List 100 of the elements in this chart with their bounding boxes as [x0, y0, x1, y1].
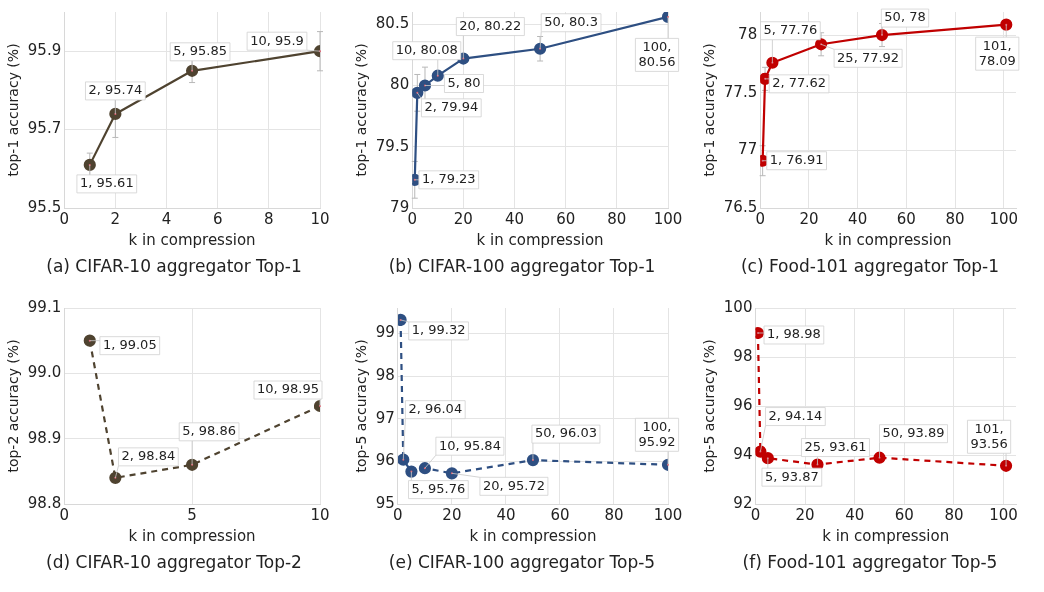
data-label: 2, 79.94 [424, 99, 479, 115]
data-label: 1, 99.05 [102, 337, 157, 353]
x-tick-label: 60 [550, 505, 570, 524]
data-label: 10, 95.84 [438, 437, 501, 453]
data-label: 10, 98.95 [256, 381, 320, 397]
y-tick-label: 80 [390, 75, 410, 94]
x-tick-label: 8 [264, 209, 274, 228]
x-tick-label: 40 [496, 505, 516, 524]
text: (b) CIFAR-100 aggregator Top-1 [387, 256, 657, 276]
data-label: 5, 93.87 [764, 468, 819, 484]
data-label: 5, 95.76 [411, 480, 466, 496]
data-label: 1, 95.61 [79, 175, 134, 191]
data-label: 25, 93.61 [804, 438, 867, 454]
data-label: 50, 78 [884, 9, 926, 25]
x-tick-label: 6 [212, 209, 223, 228]
y-axis-title: top-1 accuracy (%) [701, 43, 718, 177]
y-tick-label: 96 [375, 451, 395, 470]
x-tick-label: 20 [795, 505, 815, 524]
text: (e) CIFAR-100 aggregator Top-5 [387, 552, 657, 572]
x-tick-label: 40 [504, 209, 525, 228]
y-tick-label: 77.5 [723, 82, 758, 101]
data-label: 5, 98.86 [182, 423, 236, 439]
data-label: 20, 95.72 [482, 477, 545, 493]
y-tick-label: 94 [733, 444, 753, 463]
x-tick-label: 100 [653, 505, 683, 524]
y-tick-label: 97 [375, 408, 395, 427]
x-tick-label: 0 [407, 209, 417, 228]
text: (d) CIFAR-10 aggregator Top-2 [45, 552, 303, 572]
data-label: 101, 93.56 [970, 420, 1008, 451]
data-label: 5, 80 [447, 74, 481, 90]
y-tick-label: 96 [733, 395, 753, 414]
text: (c) Food-101 aggregator Top-1 [739, 256, 1001, 276]
x-tick-label: 20 [453, 209, 473, 228]
y-tick-label: 100 [723, 297, 753, 316]
x-axis-title: k in compression [469, 526, 597, 545]
x-tick-label: 80 [944, 505, 964, 524]
y-axis-title: top-5 accuracy (%) [701, 339, 718, 473]
x-axis-title: k in compression [128, 230, 256, 249]
x-axis-title: k in compression [476, 230, 604, 249]
data-label: 1, 99.32 [411, 322, 466, 338]
data-label: 10, 95.9 [250, 32, 304, 48]
y-tick-label: 79.5 [375, 136, 410, 155]
y-tick-label: 99 [375, 323, 395, 342]
x-tick-label: 80 [607, 209, 627, 228]
data-label: 50, 80.3 [544, 14, 598, 30]
x-tick-label: 4 [161, 209, 172, 228]
y-tick-label: 77 [738, 140, 758, 159]
x-tick-label: 60 [896, 209, 916, 228]
data-label: 2, 77.62 [772, 75, 826, 91]
data-label: 100, 95.92 [638, 418, 676, 449]
data-label: 1, 76.91 [769, 152, 824, 168]
x-tick-label: 100 [653, 209, 683, 228]
y-axis-title: top-2 accuracy (%) [5, 339, 22, 473]
data-label: 50, 93.89 [882, 425, 945, 441]
data-label: 100, 80.56 [638, 38, 676, 69]
x-tick-label: 80 [604, 505, 624, 524]
x-tick-label: 0 [393, 505, 403, 524]
y-tick-label: 98 [375, 366, 395, 385]
x-tick-label: 60 [894, 505, 914, 524]
x-axis-title: k in compression [824, 230, 952, 249]
x-tick-label: 5 [187, 505, 197, 524]
x-tick-label: 60 [556, 209, 576, 228]
x-tick-label: 100 [989, 505, 1018, 524]
y-tick-label: 95.9 [27, 41, 62, 60]
data-label: 10, 80.08 [395, 42, 458, 58]
data-label: 50, 96.03 [534, 425, 597, 441]
data-label: 20, 80.22 [459, 17, 522, 33]
x-axis-title: k in compression [128, 526, 256, 545]
data-label: 1, 79.23 [421, 171, 476, 187]
data-label: 1, 98.98 [767, 326, 821, 342]
x-tick-label: 2 [110, 209, 121, 228]
x-axis-title: k in compression [822, 526, 950, 545]
data-label: 5, 95.85 [173, 43, 227, 59]
data-label: 25, 77.92 [837, 49, 900, 65]
data-label: 2, 96.04 [408, 401, 463, 417]
y-tick-label: 98 [733, 346, 753, 365]
x-tick-label: 10 [310, 209, 330, 228]
y-axis-title: top-1 accuracy (%) [353, 43, 370, 177]
x-tick-label: 100 [989, 209, 1019, 228]
x-tick-label: 20 [799, 209, 819, 228]
y-axis-title: top-5 accuracy (%) [353, 339, 370, 473]
data-label: 2, 95.74 [88, 82, 143, 98]
data-label: 101, 78.09 [978, 37, 1016, 68]
y-tick-label: 80.5 [375, 14, 410, 33]
y-tick-label: 99.0 [27, 363, 62, 382]
y-tick-label: 95 [375, 493, 395, 512]
x-tick-label: 80 [945, 209, 965, 228]
y-tick-label: 78 [738, 24, 758, 43]
x-tick-label: 40 [848, 209, 868, 228]
y-tick-label: 98.9 [27, 428, 62, 447]
y-axis-title: top-1 accuracy (%) [5, 43, 22, 177]
y-tick-label: 99.1 [27, 297, 62, 316]
x-tick-label: 20 [442, 505, 462, 524]
data-label: 5, 77.76 [763, 22, 818, 38]
x-tick-label: 10 [310, 505, 330, 524]
x-tick-label: 40 [845, 505, 865, 524]
text: (a) CIFAR-10 aggregator Top-1 [45, 256, 303, 276]
data-label: 2, 98.84 [121, 448, 176, 464]
y-tick-label: 95.7 [27, 119, 62, 138]
data-label: 2, 94.14 [768, 407, 823, 423]
